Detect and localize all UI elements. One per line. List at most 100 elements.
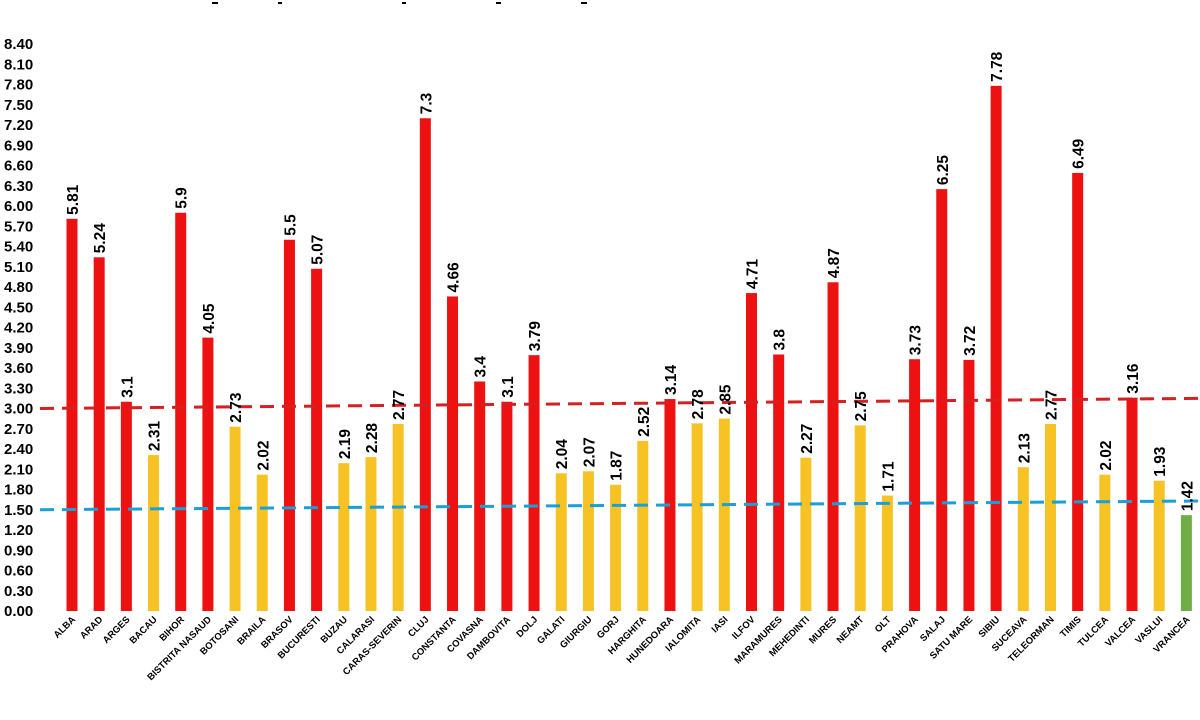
bar (338, 463, 350, 611)
category-label: CLUJ (406, 614, 431, 639)
blue-threshold-line (39, 499, 1200, 512)
bar (610, 484, 622, 611)
bar (936, 189, 948, 611)
y-tick-label: 8.10 (4, 56, 33, 73)
bar (746, 293, 757, 611)
bar (963, 359, 975, 611)
bar (800, 457, 812, 611)
y-tick-label: 0.60 (4, 563, 33, 580)
data-label: 2.85 (717, 384, 734, 415)
y-tick-label: 2.70 (4, 421, 33, 438)
data-label: 2.77 (1043, 390, 1060, 420)
y-tick-label: 0.00 (4, 603, 33, 620)
bar (419, 118, 431, 611)
data-label: 3.72 (962, 326, 979, 356)
data-label: 7.78 (989, 51, 1006, 82)
bar (229, 426, 241, 611)
y-tick-label: 5.10 (4, 259, 33, 276)
red-threshold-line (39, 396, 1200, 410)
bar (637, 440, 649, 611)
bar (582, 471, 594, 611)
bar (555, 473, 567, 611)
bar (474, 381, 486, 611)
data-label: 2.02 (255, 440, 272, 470)
data-label: 2.02 (1098, 440, 1115, 470)
bar (120, 401, 132, 611)
data-label: 2.75 (853, 391, 870, 422)
data-label: 2.73 (228, 392, 245, 423)
data-label: 5.24 (92, 223, 109, 254)
data-label: 2.07 (581, 437, 598, 467)
data-label: 2.27 (799, 424, 816, 454)
bar (1072, 172, 1084, 612)
data-label: 5.81 (65, 184, 82, 215)
bar (691, 423, 703, 611)
bar (1017, 467, 1029, 611)
y-tick-label: 5.70 (4, 218, 33, 235)
category-label: OLT (873, 614, 894, 635)
data-label: 2.31 (147, 421, 164, 452)
bar (1044, 424, 1056, 611)
y-tick-label: 2.40 (4, 441, 33, 458)
y-tick-label: 4.50 (4, 299, 33, 316)
y-tick-label: 0.30 (4, 583, 33, 600)
y-tick-label: 0.90 (4, 542, 33, 559)
category-label: ARGES (101, 614, 133, 646)
y-axis: 0.00 0.30 0.60 0.90 1.20 1.50 1.80 2.10 2.40 2.70… (4, 36, 33, 620)
data-label: 2.04 (554, 439, 571, 470)
bar (909, 359, 921, 611)
bar (175, 212, 187, 611)
bar (447, 296, 459, 611)
y-tick-label: 6.60 (4, 158, 33, 175)
bar (66, 218, 78, 611)
data-label: 4.66 (446, 262, 463, 293)
data-label: 4.87 (826, 248, 843, 278)
bar (311, 268, 323, 611)
data-label: 5.5 (282, 214, 299, 236)
data-label: 3.14 (663, 365, 680, 396)
y-tick-label: 1.20 (4, 522, 33, 539)
data-label: 3.1 (500, 376, 517, 398)
data-label: 4.05 (201, 303, 218, 334)
bar (718, 418, 730, 611)
bar (392, 424, 404, 611)
bar-series (66, 85, 1192, 612)
data-label: 1.71 (880, 461, 897, 492)
data-label: 3.79 (527, 321, 544, 352)
threshold-lines (39, 396, 1200, 512)
data-label: 5.9 (174, 187, 191, 209)
y-tick-label: 3.90 (4, 340, 33, 357)
category-label: VALCEA (1103, 614, 1138, 649)
y-tick-label: 1.50 (4, 502, 33, 519)
y-tick-label: 7.80 (4, 77, 33, 94)
bar (854, 425, 866, 611)
category-label: ALBA (52, 614, 79, 641)
category-label: IASI (710, 614, 731, 635)
bar (365, 457, 377, 611)
y-tick-label: 4.80 (4, 279, 33, 296)
data-label: 3.73 (908, 325, 925, 356)
category-label: MURES (807, 614, 839, 646)
bar (1126, 397, 1138, 611)
data-label: 2.19 (337, 429, 354, 460)
y-tick-label: 8.40 (4, 36, 33, 53)
bar (827, 282, 839, 611)
data-label: 2.13 (1016, 433, 1033, 464)
bar (256, 474, 268, 611)
data-label: 3.16 (1125, 363, 1142, 394)
y-tick-label: 2.10 (4, 461, 33, 478)
y-tick-label: 3.60 (4, 360, 33, 377)
data-label: 6.49 (1071, 138, 1088, 169)
data-label: 2.78 (690, 389, 707, 420)
y-tick-label: 7.20 (4, 117, 33, 134)
bar (202, 337, 214, 611)
data-label: 3.8 (772, 329, 789, 351)
data-label: 6.25 (935, 155, 952, 186)
data-label: 5.07 (310, 235, 327, 265)
bar (93, 257, 105, 611)
data-label: 2.77 (391, 390, 408, 420)
data-label: 7.3 (418, 92, 435, 114)
bar (1180, 515, 1192, 611)
